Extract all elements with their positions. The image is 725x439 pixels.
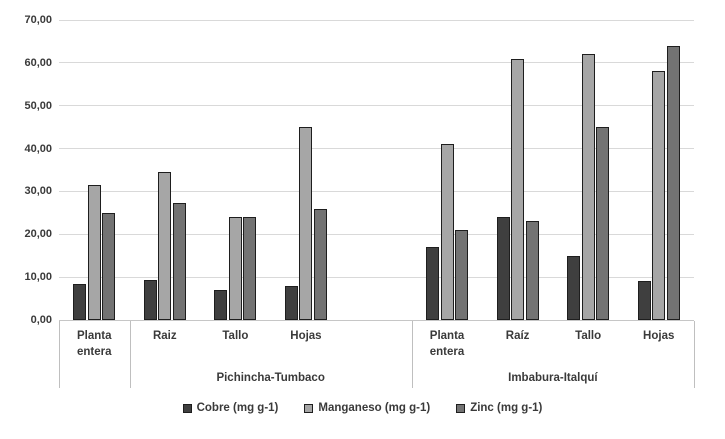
bar-zinc-1 (172, 203, 186, 320)
x-axis-category-label: Tallo (575, 330, 602, 342)
bar-zinc-3 (313, 208, 327, 320)
x-axis-category-label: Hojas (643, 330, 675, 342)
bar-manganeso-7 (581, 54, 595, 320)
legend-label: Manganeso (mg g-1) (318, 402, 431, 414)
gridline (59, 190, 694, 192)
bar-zinc-8 (666, 45, 680, 320)
category-divider (129, 321, 131, 388)
bar-manganeso-8 (652, 71, 666, 320)
bar-cobre-7 (567, 255, 581, 320)
gridline (59, 276, 694, 278)
bar-manganeso-3 (299, 127, 313, 320)
gridline (59, 105, 694, 107)
bar-zinc-7 (596, 127, 610, 320)
legend-item: Cobre (mg g-1) (182, 402, 279, 414)
bar-manganeso-6 (511, 58, 525, 320)
bar-cobre-6 (496, 217, 510, 320)
y-axis-tick-label: 10,00 (24, 271, 52, 284)
x-axis-category-label: Planta entera (77, 330, 112, 358)
bar-manganeso-2 (228, 217, 242, 320)
gridline (59, 148, 694, 150)
bar-zinc-6 (525, 221, 539, 320)
y-axis-tick-label: 60,00 (24, 56, 52, 69)
x-axis-category-label: Raiz (152, 330, 177, 342)
legend-marker-icon (182, 403, 192, 413)
bar-manganeso-0 (87, 185, 101, 320)
bar-zinc-0 (102, 212, 116, 320)
bar-cobre-8 (637, 281, 651, 320)
y-axis-tick-label: 70,00 (24, 14, 52, 26)
legend-label: Zinc (mg g-1) (470, 402, 543, 414)
bar-cobre-5 (426, 247, 440, 320)
bar-cobre-3 (284, 285, 298, 320)
bar-zinc-2 (243, 217, 257, 320)
x-axis-group-label: Pichincha-Tumbaco (216, 372, 325, 384)
legend-marker-icon (304, 403, 314, 413)
bar-manganeso-5 (440, 144, 454, 320)
gridline (59, 233, 694, 235)
legend-label: Cobre (mg g-1) (196, 402, 279, 414)
bar-cobre-1 (143, 280, 157, 320)
x-axis-category-label: Raíz (505, 330, 530, 342)
bar-cobre-0 (73, 283, 87, 320)
bar-zinc-5 (455, 230, 469, 320)
legend-item: Manganeso (mg g-1) (304, 402, 430, 414)
legend-marker-icon (456, 403, 466, 413)
legend: Cobre (mg g-1) Manganeso (mg g-1) Zinc (mg… (0, 398, 725, 418)
x-axis-category-label: Hojas (290, 330, 322, 342)
gridline (59, 19, 694, 21)
x-axis-category-label: Tallo (222, 330, 249, 342)
bar-manganeso-1 (158, 172, 172, 320)
y-axis-tick-label: 20,00 (24, 228, 52, 241)
bar-cobre-2 (214, 290, 228, 320)
category-divider (411, 321, 413, 388)
y-axis-tick-label: 40,00 (24, 142, 52, 155)
legend-item: Zinc (mg g-1) (456, 402, 542, 414)
x-axis-category-label: Planta entera (429, 330, 465, 358)
category-divider (59, 321, 60, 388)
y-axis-tick-label: 50,00 (24, 99, 52, 112)
y-axis-tick-label: 0,00 (30, 314, 52, 326)
y-axis-tick-label: 30,00 (24, 185, 52, 198)
x-axis-group-label: Imbabura-Italquí (508, 372, 598, 384)
gridline (59, 62, 694, 64)
category-divider (694, 321, 695, 388)
x-axis-line (59, 319, 694, 321)
